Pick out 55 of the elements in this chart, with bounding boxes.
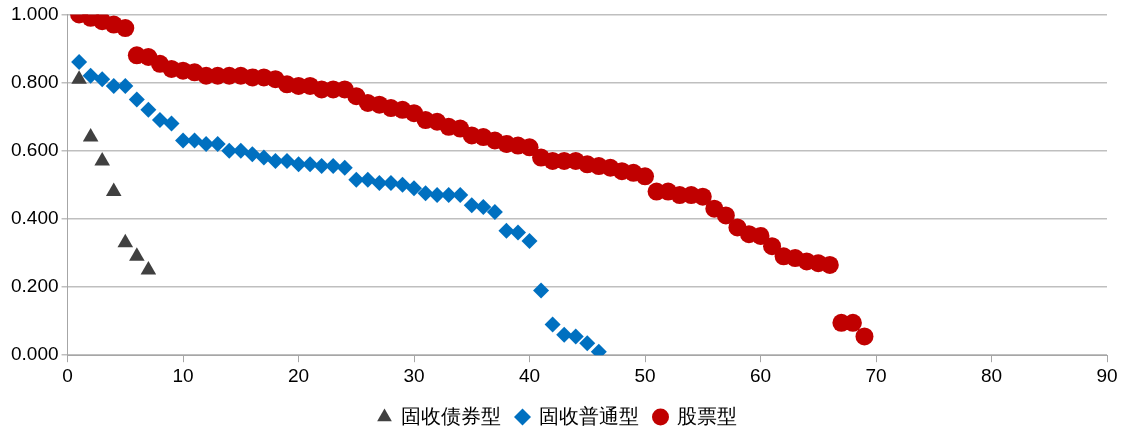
x-tick-label: 70 xyxy=(865,364,887,386)
point xyxy=(71,54,88,71)
x-tick-label: 90 xyxy=(1096,364,1118,386)
point xyxy=(117,77,134,94)
x-tick-label: 20 xyxy=(287,364,310,386)
point xyxy=(475,198,492,215)
point xyxy=(140,261,157,275)
point xyxy=(463,197,480,214)
point xyxy=(417,185,434,202)
point xyxy=(290,156,307,173)
point xyxy=(567,328,584,345)
point xyxy=(128,91,145,108)
y-tick-label: 0.200 xyxy=(11,275,59,297)
point xyxy=(105,77,122,94)
point xyxy=(82,67,99,84)
y-tick-label: 0.000 xyxy=(11,343,59,365)
point xyxy=(348,171,365,188)
x-tick-label: 60 xyxy=(749,364,772,386)
point xyxy=(302,156,319,173)
y-tick-label: 0.400 xyxy=(11,207,59,229)
point xyxy=(521,233,538,250)
legend-label: 固收普通型 xyxy=(538,404,639,427)
point xyxy=(94,71,111,88)
legend-label: 固收债券型 xyxy=(400,404,501,427)
x-tick-label: 10 xyxy=(172,364,194,386)
point xyxy=(509,224,526,241)
point xyxy=(579,335,596,352)
point xyxy=(406,180,423,197)
x-tick-label: 80 xyxy=(980,364,1003,386)
point xyxy=(533,282,550,299)
x-tick-label: 40 xyxy=(518,364,541,386)
x-tick-label: 0 xyxy=(62,364,73,386)
point xyxy=(151,112,168,129)
point xyxy=(244,146,261,163)
point xyxy=(371,175,388,192)
point xyxy=(336,159,353,176)
legend-label: 股票型 xyxy=(676,404,737,427)
point xyxy=(255,149,272,166)
y-tick-label: 0.600 xyxy=(11,138,59,160)
y-tick-label: 0.800 xyxy=(11,70,59,92)
point xyxy=(267,152,284,169)
y-tick-label: 1.000 xyxy=(11,2,59,24)
point xyxy=(140,101,157,118)
point xyxy=(163,115,180,132)
point xyxy=(498,222,515,239)
point xyxy=(186,132,203,149)
point xyxy=(486,204,503,221)
x-tick-label: 30 xyxy=(403,364,425,386)
x-tick-label: 50 xyxy=(634,364,656,386)
point xyxy=(452,187,469,204)
point xyxy=(394,176,411,193)
point xyxy=(556,326,573,343)
point xyxy=(313,158,330,175)
point xyxy=(544,316,561,333)
point xyxy=(325,158,342,175)
